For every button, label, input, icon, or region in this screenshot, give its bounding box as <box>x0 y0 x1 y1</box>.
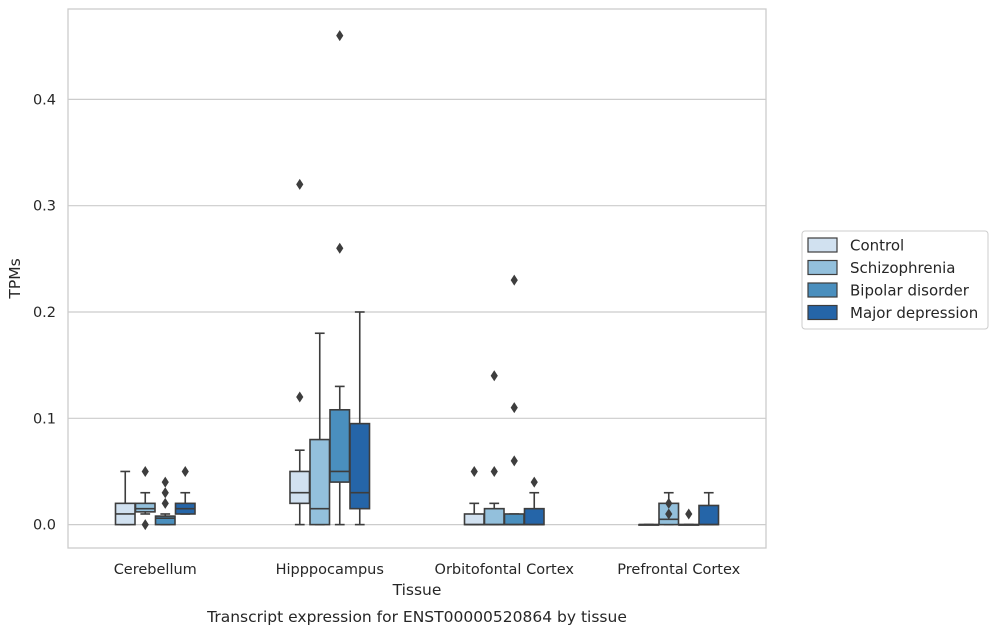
box-0-2 <box>154 513 176 526</box>
y-tick-label: 0.3 <box>33 199 56 215</box>
outlier-point <box>510 402 518 414</box>
x-tick-label: Prefrontal Cortex <box>617 562 740 578</box>
legend-swatch <box>807 282 838 298</box>
outlier-point <box>141 519 149 531</box>
legend-frame <box>801 230 989 330</box>
outlier-point <box>685 508 693 520</box>
y-axis-label: TPMs <box>6 258 24 299</box>
legend-label: Schizophrenia <box>850 259 955 277</box>
box-2-3 <box>523 491 545 526</box>
box-iqr <box>483 507 505 526</box>
box-1-3 <box>349 311 371 526</box>
box-groups <box>114 311 720 526</box>
outlier-point <box>336 30 344 42</box>
y-tick-label: 0.0 <box>33 518 56 534</box>
box-0-1 <box>134 491 156 515</box>
box-iqr <box>503 513 525 526</box>
box-iqr <box>154 515 176 526</box>
legend-label: Major depression <box>850 304 978 322</box>
outlier-point <box>530 476 538 488</box>
y-tick-labels: 0.0 0.1 0.2 0.3 0.4 <box>33 92 56 533</box>
box-iqr <box>463 513 485 526</box>
outlier-point <box>141 465 149 477</box>
legend-swatch <box>807 304 838 321</box>
legend-swatch <box>807 259 838 276</box>
chart-caption: Transcript expression for ENST0000052086… <box>206 608 627 626</box>
x-tick-label: Orbitofontal Cortex <box>435 562 575 578</box>
box-iqr <box>134 502 156 513</box>
outlier-point <box>296 178 304 190</box>
outlier-point <box>665 508 673 520</box>
legend: Control Schizophrenia Bipolar disorder Majo… <box>801 230 989 330</box>
y-tick-label: 0.4 <box>33 92 56 108</box>
outlier-point <box>161 487 169 499</box>
box-iqr <box>698 504 720 526</box>
outlier-point <box>161 476 169 488</box>
box-2-0 <box>463 502 485 526</box>
box-3-3 <box>698 491 720 526</box>
outlier-point <box>665 497 673 509</box>
outlier-points <box>141 30 693 531</box>
x-tick-labels: Cerebellum Hipppocampus Orbitofontal Corte… <box>114 562 741 578</box>
y-tick-label: 0.2 <box>33 305 56 321</box>
legend-label: Control <box>850 237 904 255</box>
outlier-point <box>490 370 498 382</box>
box-1-1 <box>309 332 331 526</box>
box-1-2 <box>329 385 351 526</box>
box-2-1 <box>483 502 505 526</box>
x-tick-label: Hipppocampus <box>276 562 384 578</box>
box-iqr <box>349 422 371 510</box>
outlier-point <box>181 465 189 477</box>
outlier-point <box>510 274 518 286</box>
outlier-point <box>336 242 344 254</box>
box-3-2 <box>678 523 700 526</box>
outlier-point <box>161 497 169 509</box>
box-iqr <box>523 507 545 526</box>
gridlines <box>68 98 766 526</box>
legend-swatch <box>807 237 838 253</box>
box-iqr <box>289 470 311 505</box>
box-0-3 <box>174 491 196 515</box>
box-3-0 <box>638 523 660 526</box>
outlier-point <box>470 465 478 477</box>
box-2-2 <box>503 513 525 526</box>
outlier-point <box>490 465 498 477</box>
plot-frame <box>67 8 767 549</box>
y-tick-label: 0.1 <box>33 411 56 427</box>
outlier-point <box>296 391 304 403</box>
box-iqr <box>309 438 331 526</box>
legend-label: Bipolar disorder <box>850 282 970 300</box>
outlier-point <box>510 455 518 467</box>
x-tick-label: Cerebellum <box>114 562 197 578</box>
x-axis-label: Tissue <box>392 581 442 599</box>
box-0-0 <box>114 470 136 526</box>
box-1-0 <box>289 449 311 526</box>
